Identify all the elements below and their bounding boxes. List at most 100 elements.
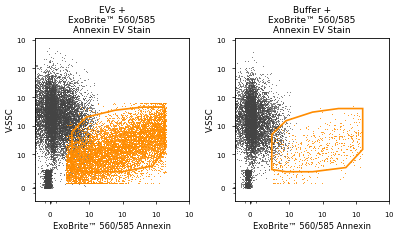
Point: [70, 156, 76, 160]
Point: [248, 119, 254, 122]
Point: [53, 135, 59, 139]
Point: [43, 97, 49, 101]
Point: [65, 152, 71, 155]
Point: [42, 112, 48, 116]
Point: [82, 141, 88, 144]
Point: [68, 144, 74, 148]
Point: [244, 177, 251, 181]
Point: [51, 95, 57, 98]
Point: [29, 121, 36, 125]
Point: [110, 143, 116, 147]
Point: [46, 115, 53, 119]
Point: [145, 119, 151, 123]
Point: [62, 123, 69, 127]
Point: [110, 141, 116, 144]
Point: [250, 136, 256, 140]
Point: [43, 177, 49, 180]
Point: [130, 116, 136, 119]
Point: [257, 103, 264, 107]
Point: [104, 160, 110, 164]
Point: [245, 126, 251, 129]
Point: [44, 105, 50, 109]
Point: [78, 107, 84, 110]
Point: [254, 112, 260, 115]
Point: [49, 65, 55, 69]
Point: [66, 141, 72, 145]
Point: [28, 117, 35, 121]
Point: [62, 59, 68, 63]
Point: [89, 149, 95, 153]
Point: [252, 125, 259, 129]
Point: [38, 164, 44, 168]
Point: [252, 110, 259, 113]
Point: [47, 93, 53, 97]
Point: [245, 133, 251, 137]
Point: [98, 135, 104, 138]
Point: [55, 104, 61, 108]
Point: [242, 114, 249, 118]
Point: [52, 133, 58, 137]
Point: [89, 154, 96, 158]
Point: [81, 98, 87, 102]
Point: [243, 110, 250, 114]
Point: [242, 96, 248, 99]
Point: [110, 122, 116, 126]
Point: [51, 96, 57, 100]
Point: [252, 116, 258, 120]
Point: [257, 119, 263, 123]
Point: [51, 106, 58, 110]
Point: [60, 127, 66, 131]
Point: [42, 113, 48, 117]
Point: [135, 161, 142, 165]
Point: [46, 182, 52, 185]
Point: [81, 148, 88, 152]
Point: [59, 128, 65, 132]
Point: [48, 149, 54, 152]
Point: [151, 115, 158, 119]
Point: [262, 168, 268, 172]
Point: [273, 83, 279, 86]
Point: [61, 121, 68, 124]
Point: [55, 158, 61, 162]
Point: [338, 141, 344, 144]
Point: [135, 124, 141, 128]
Point: [45, 122, 51, 125]
Point: [237, 77, 243, 81]
Point: [63, 136, 69, 139]
Point: [249, 114, 255, 117]
Point: [67, 163, 74, 167]
Point: [44, 174, 51, 177]
Point: [50, 125, 57, 129]
Point: [41, 108, 47, 111]
Point: [43, 141, 49, 144]
Point: [50, 109, 56, 113]
Point: [260, 104, 266, 108]
Point: [237, 116, 244, 120]
Point: [62, 134, 68, 138]
Point: [154, 149, 161, 153]
Point: [71, 107, 78, 111]
Point: [235, 114, 242, 118]
Point: [122, 142, 128, 146]
Point: [46, 110, 52, 114]
Point: [72, 113, 78, 117]
Point: [252, 109, 258, 112]
Point: [244, 166, 251, 170]
Point: [150, 105, 156, 109]
Point: [90, 134, 97, 138]
Point: [246, 98, 252, 102]
Point: [51, 116, 58, 120]
Point: [95, 162, 102, 166]
Point: [242, 131, 249, 135]
Point: [264, 148, 271, 152]
Point: [57, 128, 63, 132]
Point: [275, 173, 281, 176]
Point: [76, 83, 82, 87]
Point: [44, 129, 50, 132]
Point: [84, 175, 91, 179]
Point: [106, 162, 112, 166]
Point: [25, 111, 32, 115]
Point: [52, 104, 58, 108]
Point: [99, 132, 105, 136]
Point: [47, 92, 54, 95]
